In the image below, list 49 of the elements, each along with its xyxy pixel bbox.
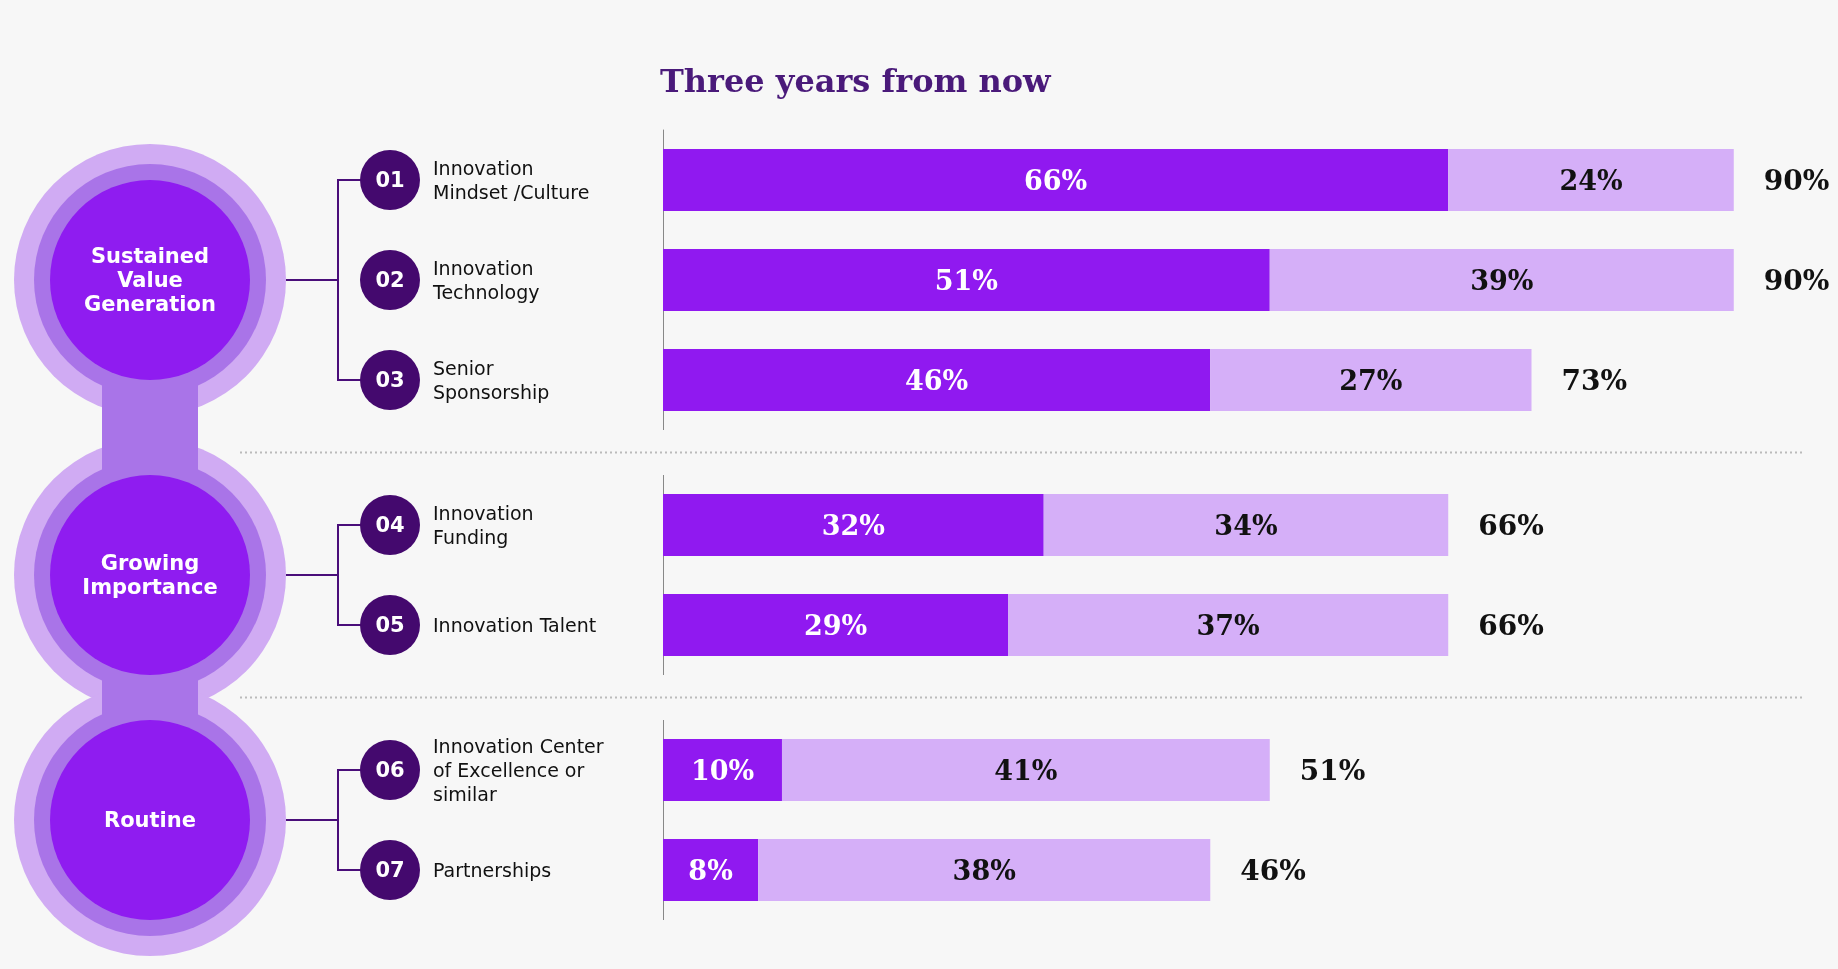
bar [663,349,1211,411]
y-tick-label: Innovation Mindset /Culture [433,157,590,203]
data-label: 66% [1023,164,1088,196]
bar [663,839,759,901]
total-label: 46% [1240,853,1306,887]
text: 04 [374,513,406,537]
bar [1210,349,1532,411]
data-label: 10% [690,754,755,786]
bar [758,839,1211,901]
y-tick-label: Innovation Funding [433,502,540,548]
data-label: 38% [952,854,1016,886]
data-label: 8% [688,854,733,886]
total-label: 66% [1478,608,1544,642]
data-label: 37% [1196,609,1260,641]
data-label: 29% [803,609,868,641]
text: 06 [374,758,406,782]
bar [663,249,1270,311]
y-tick-label: Innovation Center of Excellence or similar [433,735,610,805]
y-tick-label: Innovation Technology [432,257,540,303]
data-label: 24% [1559,164,1623,196]
total-label: 73% [1561,363,1628,397]
text: 07 [374,858,406,882]
y-axis-title: Routine [103,808,197,832]
y-tick-label: Partnerships [433,859,552,881]
bar [1448,149,1734,211]
total-label: 51% [1299,753,1366,787]
text: 02 [374,268,406,292]
y-tick-label: Innovation Talent [433,614,597,636]
y-axis-title: Growing Importance [81,551,219,599]
data-label: 46% [905,364,969,396]
bar [663,739,782,801]
text: 01 [374,168,406,192]
chart-title: Three years from now [660,62,1053,100]
bar [781,739,1270,801]
data-label: 51% [934,264,998,296]
data-label: 34% [1214,509,1278,541]
text: 05 [374,613,406,637]
data-label: 32% [821,509,885,541]
y-tick-label: Senior Sponsorship [433,357,550,403]
data-label: 41% [994,754,1058,786]
y-axis-title: Sustained Value Generation [83,244,217,316]
total-label: 66% [1478,508,1544,542]
bar [663,149,1449,211]
data-label: 27% [1339,364,1403,396]
data-label: 39% [1470,264,1534,296]
total-label: 90% [1763,163,1830,197]
text: 03 [374,368,406,392]
bar [1269,249,1734,311]
total-label: 90% [1763,263,1830,297]
